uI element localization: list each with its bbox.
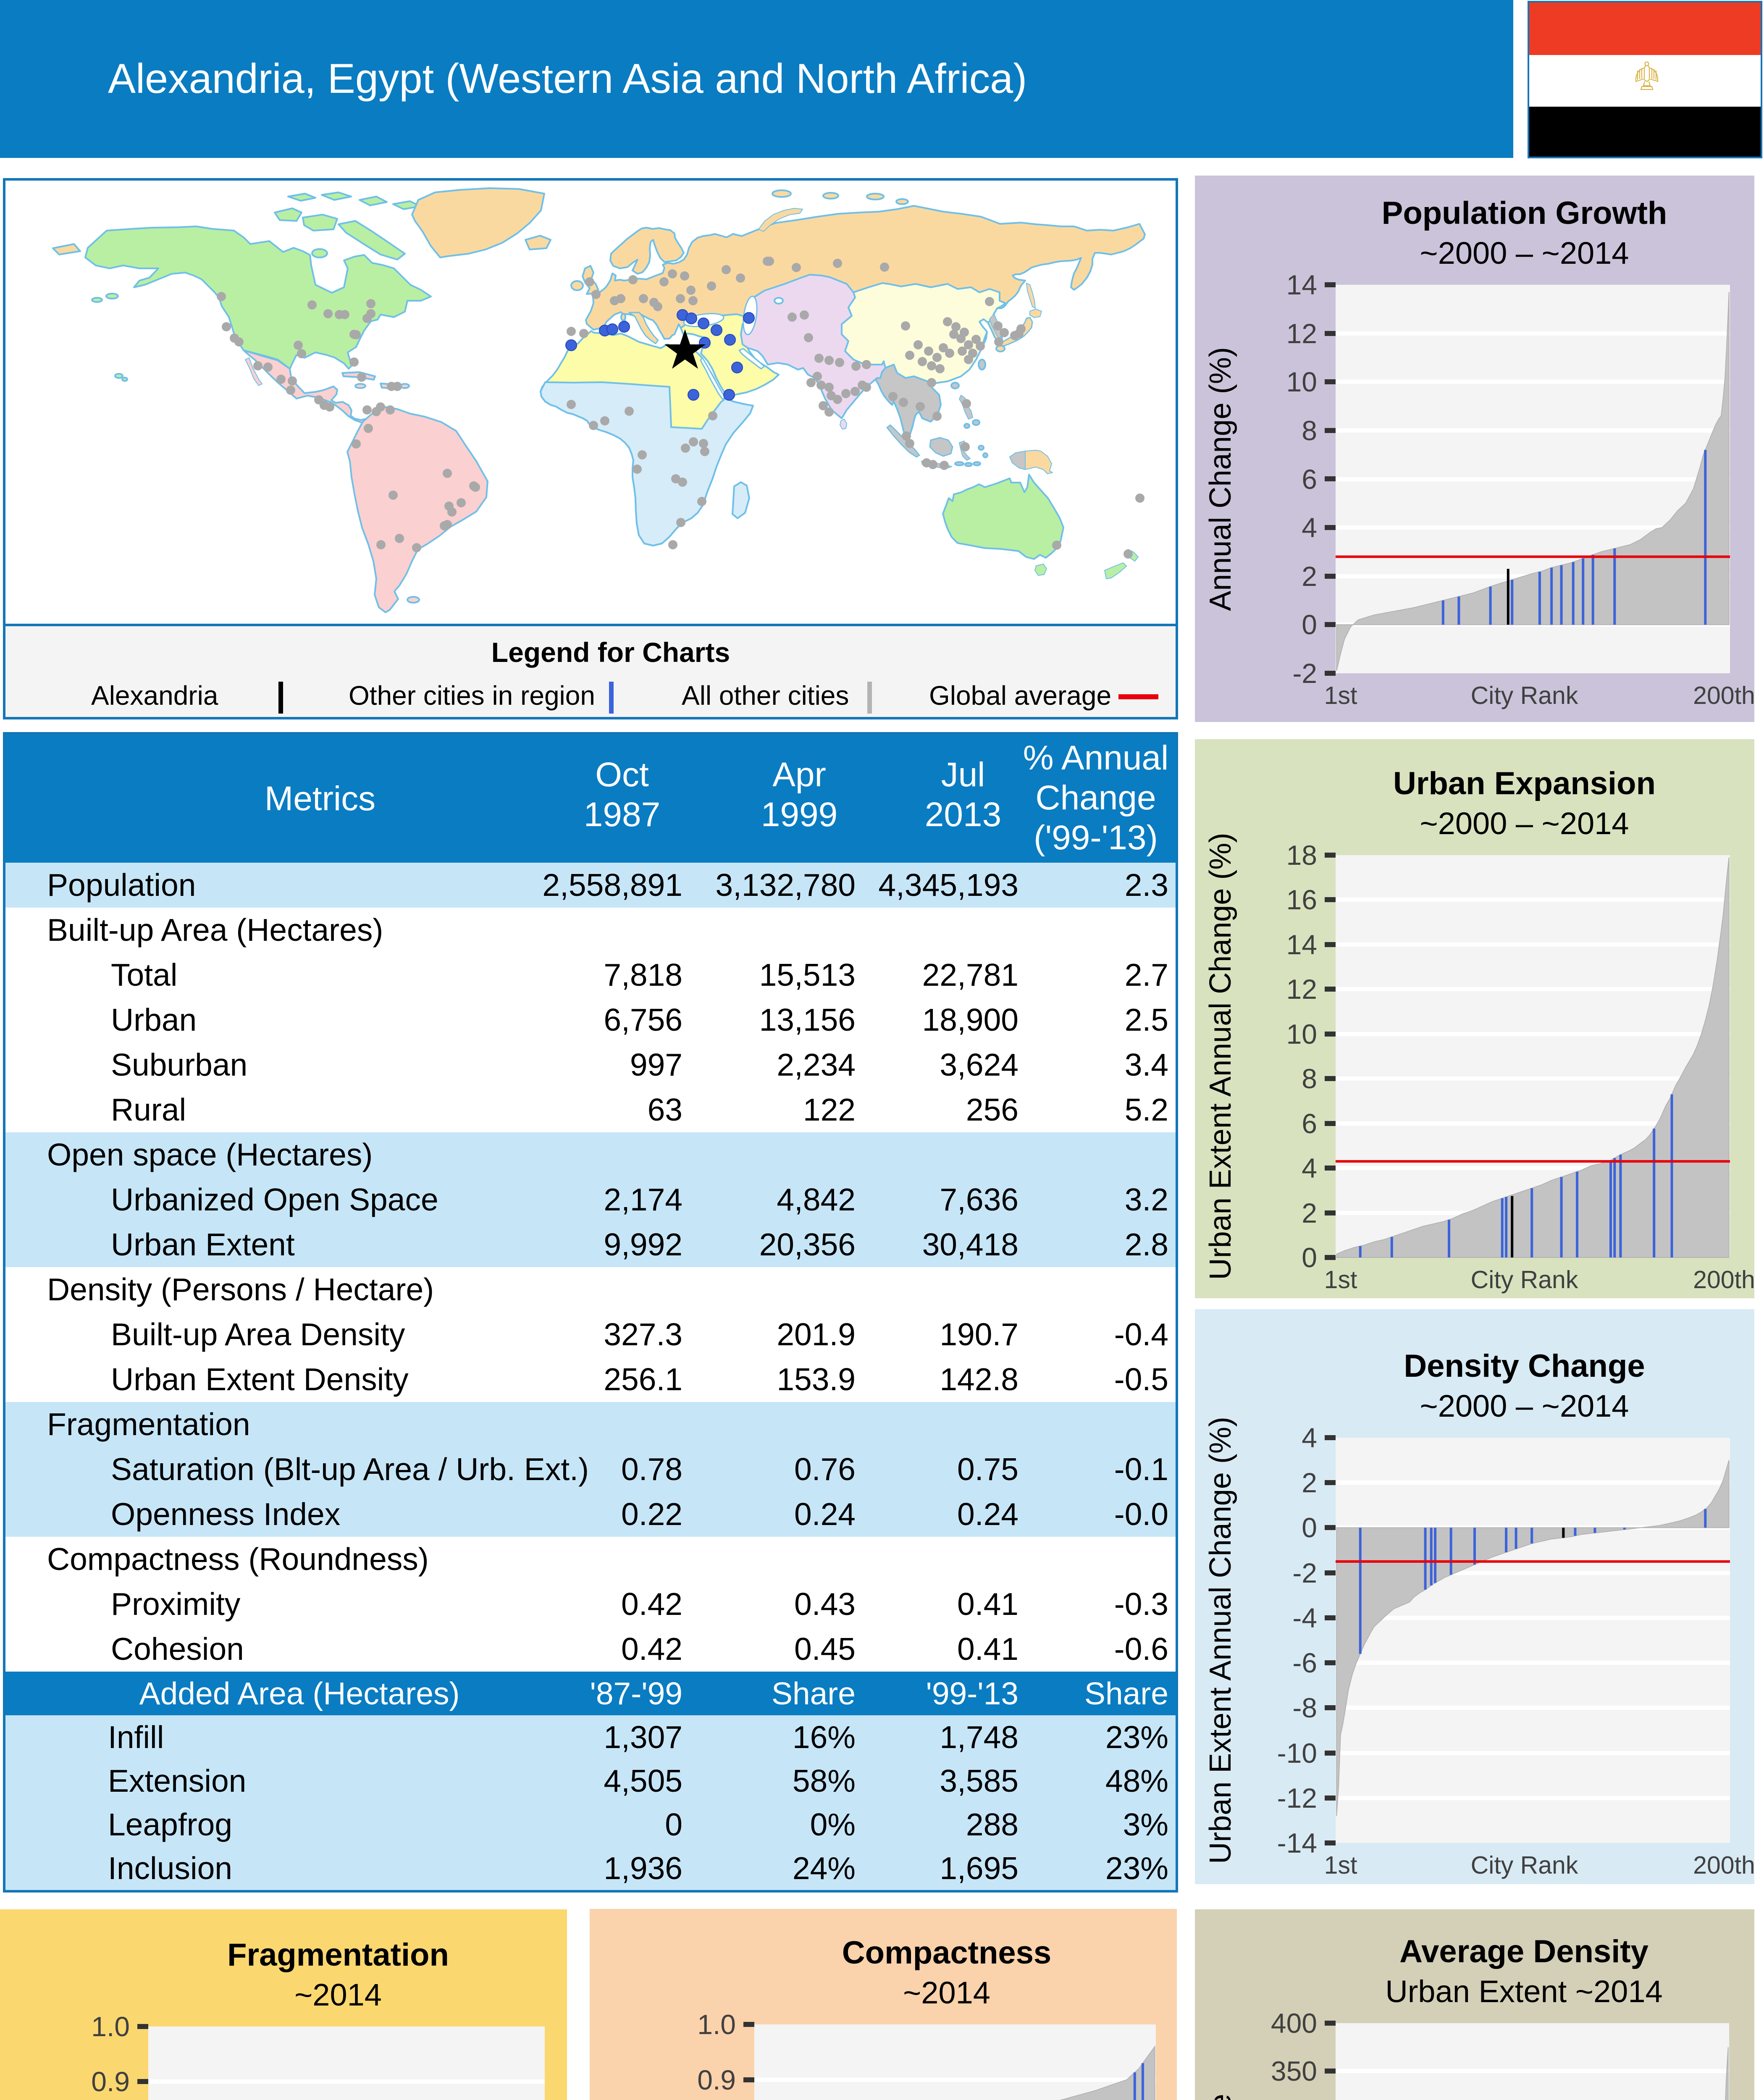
- svg-text:200th: 200th: [1693, 1266, 1755, 1294]
- svg-text:-6: -6: [1292, 1647, 1317, 1678]
- svg-text:Annual Change (%): Annual Change (%): [1204, 347, 1237, 611]
- svg-text:-2: -2: [1292, 658, 1317, 689]
- svg-text:-8: -8: [1292, 1692, 1317, 1723]
- svg-text:City Rank: City Rank: [1471, 682, 1578, 709]
- svg-text:6: 6: [1302, 464, 1317, 495]
- svg-text:-14: -14: [1277, 1827, 1317, 1858]
- svg-text:~2014: ~2014: [903, 1975, 990, 2010]
- svg-text:200th: 200th: [1693, 682, 1755, 709]
- svg-text:400: 400: [1271, 2008, 1317, 2039]
- svg-text:8: 8: [1302, 415, 1317, 446]
- svg-text:14: 14: [1286, 269, 1317, 300]
- svg-text:-12: -12: [1277, 1782, 1317, 1814]
- svg-text:200th: 200th: [1693, 1851, 1755, 1879]
- svg-text:4: 4: [1302, 1422, 1317, 1453]
- svg-text:1st: 1st: [1324, 682, 1357, 709]
- svg-text:0: 0: [1302, 1512, 1317, 1543]
- svg-text:12: 12: [1286, 974, 1317, 1005]
- svg-text:18: 18: [1286, 840, 1317, 871]
- svg-text:Urban Expansion: Urban Expansion: [1393, 766, 1656, 801]
- svg-text:-4: -4: [1292, 1602, 1317, 1633]
- svg-text:~2014: ~2014: [294, 1977, 382, 2012]
- svg-text:0.9: 0.9: [91, 2066, 130, 2097]
- svg-text:-10: -10: [1277, 1738, 1317, 1769]
- svg-text:1.0: 1.0: [91, 2011, 130, 2042]
- svg-text:0: 0: [1302, 609, 1317, 640]
- svg-text:1.0: 1.0: [697, 2009, 736, 2040]
- svg-text:Average Density: Average Density: [1399, 1934, 1648, 1969]
- svg-text:~2000 – ~2014: ~2000 – ~2014: [1420, 806, 1629, 841]
- svg-text:City Rank: City Rank: [1471, 1851, 1578, 1879]
- svg-text:12: 12: [1286, 318, 1317, 349]
- svg-text:2: 2: [1302, 561, 1317, 592]
- svg-text:8: 8: [1302, 1063, 1317, 1094]
- svg-text:14: 14: [1286, 929, 1317, 960]
- svg-text:6: 6: [1302, 1108, 1317, 1139]
- svg-text:10: 10: [1286, 366, 1317, 397]
- svg-text:Persons / Hectare: Persons / Hectare: [1204, 2094, 1237, 2100]
- svg-text:-2: -2: [1292, 1557, 1317, 1588]
- svg-text:10: 10: [1286, 1018, 1317, 1050]
- svg-text:1st: 1st: [1324, 1851, 1357, 1879]
- svg-text:City Rank: City Rank: [1471, 1266, 1578, 1294]
- svg-text:Population Growth: Population Growth: [1382, 195, 1667, 231]
- svg-text:2: 2: [1302, 1467, 1317, 1498]
- svg-text:~2000 – ~2014: ~2000 – ~2014: [1420, 1389, 1629, 1423]
- svg-text:Fragmentation: Fragmentation: [227, 1937, 449, 1973]
- svg-text:0: 0: [1302, 1242, 1317, 1273]
- svg-text:Compactness: Compactness: [842, 1935, 1051, 1971]
- svg-text:Urban Extent Annual Change (%): Urban Extent Annual Change (%): [1204, 833, 1237, 1280]
- svg-text:Urban Extent Annual Change (%): Urban Extent Annual Change (%): [1204, 1417, 1237, 1864]
- svg-text:4: 4: [1302, 512, 1317, 543]
- svg-text:1st: 1st: [1324, 1266, 1357, 1294]
- svg-text:350: 350: [1271, 2055, 1317, 2087]
- svg-text:16: 16: [1286, 884, 1317, 915]
- svg-text:0.9: 0.9: [697, 2064, 736, 2095]
- svg-text:4: 4: [1302, 1152, 1317, 1184]
- svg-text:~2000 – ~2014: ~2000 – ~2014: [1420, 236, 1629, 270]
- svg-text:Density Change: Density Change: [1404, 1348, 1645, 1384]
- svg-text:2: 2: [1302, 1197, 1317, 1228]
- svg-text:Urban Extent ~2014: Urban Extent ~2014: [1385, 1974, 1662, 2009]
